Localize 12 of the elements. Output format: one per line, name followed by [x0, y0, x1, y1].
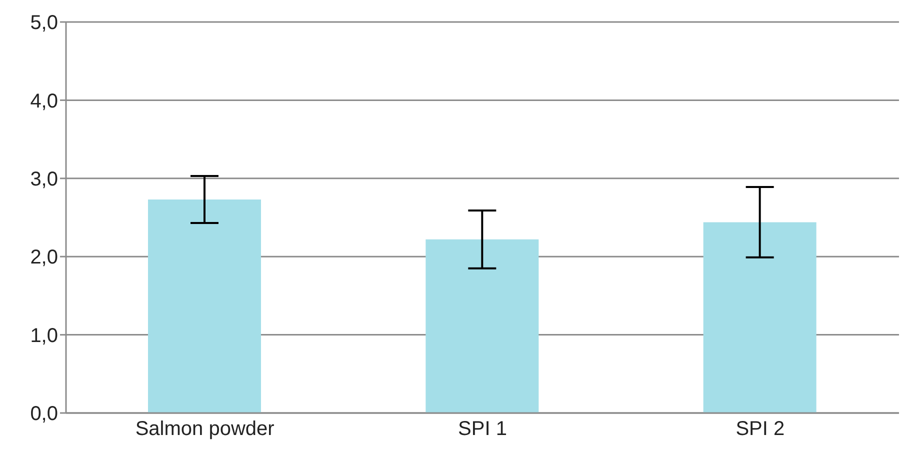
x-tick-label: Salmon powder [135, 418, 275, 440]
x-tick-label: SPI 2 [736, 418, 785, 440]
y-tick-label: 2,0 [30, 246, 58, 269]
x-tick-label: SPI 1 [458, 418, 507, 440]
bar [703, 222, 816, 413]
y-tick-label: 3,0 [30, 168, 58, 190]
y-tick-label: 4,0 [30, 90, 58, 112]
y-tick-label: 0,0 [30, 403, 58, 426]
bar [148, 200, 261, 413]
bar [426, 239, 539, 413]
y-tick-label: 5,0 [30, 12, 58, 34]
y-tick-label: 1,0 [30, 324, 58, 347]
